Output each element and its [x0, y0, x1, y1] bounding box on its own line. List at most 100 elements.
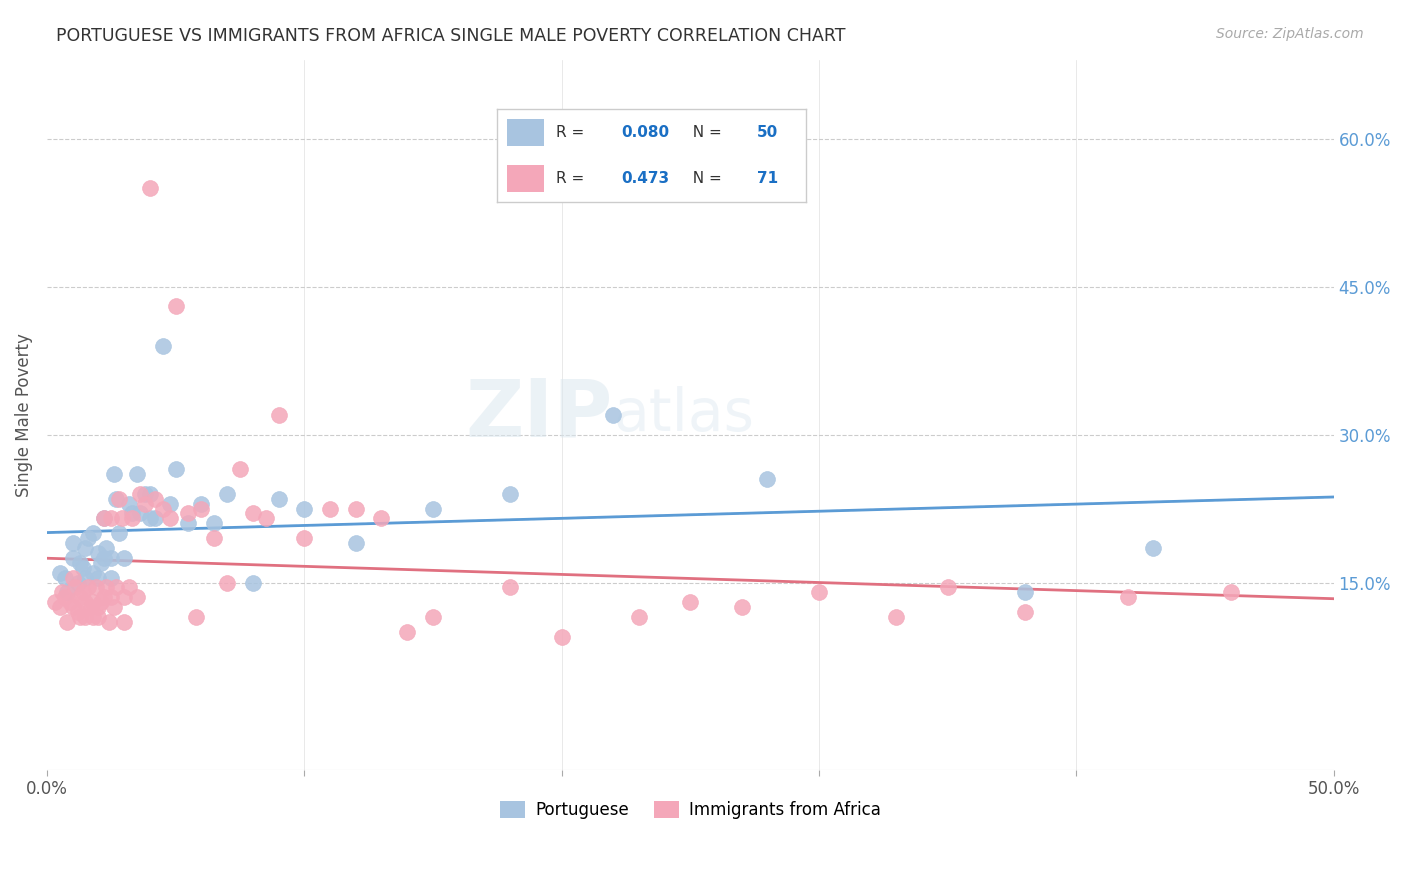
Point [165, 299, 187, 313]
Point [63, 581, 86, 595]
Point [202, 531, 225, 545]
Point [69, 610, 91, 624]
Point [118, 497, 141, 511]
Point [139, 511, 162, 525]
Point [202, 516, 225, 531]
Point [110, 511, 132, 525]
Point [139, 487, 162, 501]
Point [186, 610, 208, 624]
Point [319, 501, 342, 516]
Legend: Portuguese, Immigrants from Africa: Portuguese, Immigrants from Africa [494, 794, 887, 826]
Point [100, 550, 122, 565]
Point [56, 585, 79, 599]
Point [84, 581, 107, 595]
Point [62, 536, 84, 550]
Point [292, 501, 315, 516]
Point [82, 595, 104, 609]
Point [143, 511, 166, 525]
Point [90, 595, 112, 609]
Point [87, 600, 110, 615]
Point [344, 536, 367, 550]
Point [93, 591, 115, 605]
Text: Source: ZipAtlas.com: Source: ZipAtlas.com [1216, 27, 1364, 41]
Point [103, 600, 125, 615]
Text: ZIP: ZIP [465, 376, 613, 454]
Point [90, 556, 112, 570]
Point [1219, 585, 1241, 599]
Point [87, 571, 110, 585]
Point [267, 408, 290, 422]
Point [51, 585, 73, 599]
Point [62, 600, 84, 615]
Point [152, 339, 174, 353]
Point [105, 491, 128, 506]
Point [66, 575, 89, 590]
Point [159, 497, 181, 511]
Point [807, 585, 830, 599]
Point [128, 507, 150, 521]
Point [75, 610, 97, 624]
Point [134, 497, 156, 511]
Point [105, 581, 128, 595]
Point [75, 595, 97, 609]
Point [627, 610, 650, 624]
Point [108, 491, 131, 506]
Point [215, 575, 238, 590]
Point [292, 531, 315, 545]
Point [1014, 605, 1036, 619]
Point [121, 507, 143, 521]
Point [128, 487, 150, 501]
Point [94, 581, 117, 595]
Point [87, 546, 110, 560]
Point [139, 181, 162, 195]
Point [53, 571, 76, 585]
Point [112, 615, 135, 629]
Point [177, 507, 200, 521]
Point [112, 591, 135, 605]
Point [134, 487, 156, 501]
Point [1142, 541, 1164, 555]
Point [72, 585, 94, 599]
Point [731, 600, 754, 615]
Point [550, 630, 572, 644]
Point [93, 511, 115, 525]
Point [82, 566, 104, 580]
Point [1014, 585, 1036, 599]
Point [97, 615, 120, 629]
Text: atlas: atlas [613, 386, 754, 443]
Point [75, 541, 97, 555]
Point [499, 581, 522, 595]
Point [165, 462, 187, 476]
Point [93, 550, 115, 565]
Point [118, 581, 141, 595]
Point [602, 408, 624, 422]
Point [82, 610, 104, 624]
Point [56, 615, 79, 629]
Point [190, 497, 212, 511]
Point [100, 511, 122, 525]
Point [229, 462, 252, 476]
Point [242, 507, 264, 521]
Point [177, 516, 200, 531]
Point [215, 487, 238, 501]
Point [69, 591, 91, 605]
Y-axis label: Single Male Poverty: Single Male Poverty [15, 333, 32, 497]
Point [100, 571, 122, 585]
Point [1116, 591, 1139, 605]
Point [94, 541, 117, 555]
Point [396, 624, 419, 639]
Point [62, 571, 84, 585]
Point [44, 595, 66, 609]
Point [267, 491, 290, 506]
Point [53, 591, 76, 605]
Point [79, 600, 101, 615]
Point [87, 610, 110, 624]
Point [344, 501, 367, 516]
Point [190, 501, 212, 516]
Point [370, 511, 392, 525]
Point [152, 501, 174, 516]
Point [422, 501, 444, 516]
Point [112, 550, 135, 565]
Point [108, 526, 131, 541]
Point [242, 575, 264, 590]
